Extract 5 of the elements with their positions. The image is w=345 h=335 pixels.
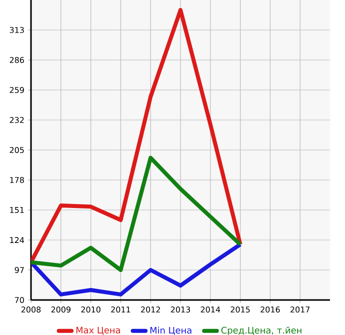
legend-label: Сред.Цена, т.йен (221, 326, 302, 335)
legend-label: Max Цена (76, 326, 120, 335)
line-series (31, 242, 242, 296)
line-series (31, 156, 242, 272)
legend-label: Min Цена (150, 326, 192, 335)
